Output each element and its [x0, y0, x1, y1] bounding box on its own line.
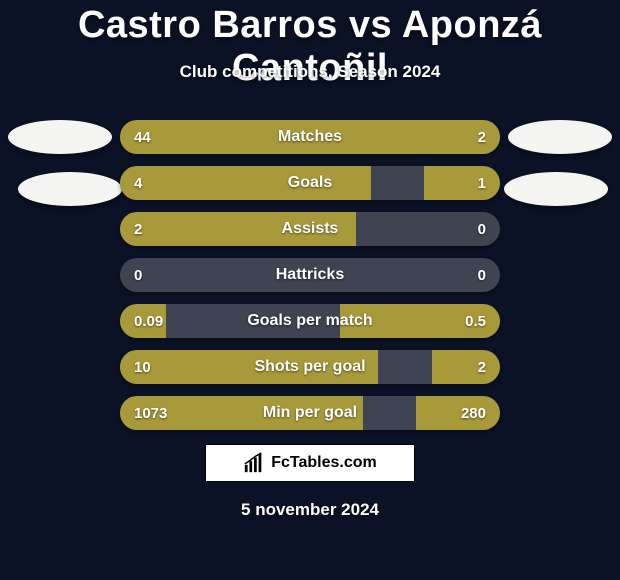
player-right-badge-1	[508, 120, 612, 154]
stat-label: Shots per goal	[120, 350, 500, 384]
stat-row: 1073280Min per goal	[120, 396, 500, 430]
stat-rows: 442Matches 41Goals 20Assists 00Hattricks 0.0…	[120, 120, 500, 442]
stat-label: Matches	[120, 120, 500, 154]
stat-row: 20Assists	[120, 212, 500, 246]
stat-label: Goals	[120, 166, 500, 200]
stat-row: 41Goals	[120, 166, 500, 200]
player-left-badge-1	[8, 120, 112, 154]
stat-row: 442Matches	[120, 120, 500, 154]
stat-label: Assists	[120, 212, 500, 246]
stat-row: 102Shots per goal	[120, 350, 500, 384]
page-subtitle: Club competitions, Season 2024	[0, 62, 620, 82]
player-left-badge-2	[18, 172, 122, 206]
player-right-badge-2	[504, 172, 608, 206]
chart-icon	[243, 452, 265, 474]
stat-label: Min per goal	[120, 396, 500, 430]
brand-text: FcTables.com	[271, 454, 377, 472]
brand-box: FcTables.com	[205, 444, 415, 482]
stat-row: 0.090.5Goals per match	[120, 304, 500, 338]
stat-label: Hattricks	[120, 258, 500, 292]
stat-label: Goals per match	[120, 304, 500, 338]
date-text: 5 november 2024	[0, 500, 620, 520]
stat-row: 00Hattricks	[120, 258, 500, 292]
